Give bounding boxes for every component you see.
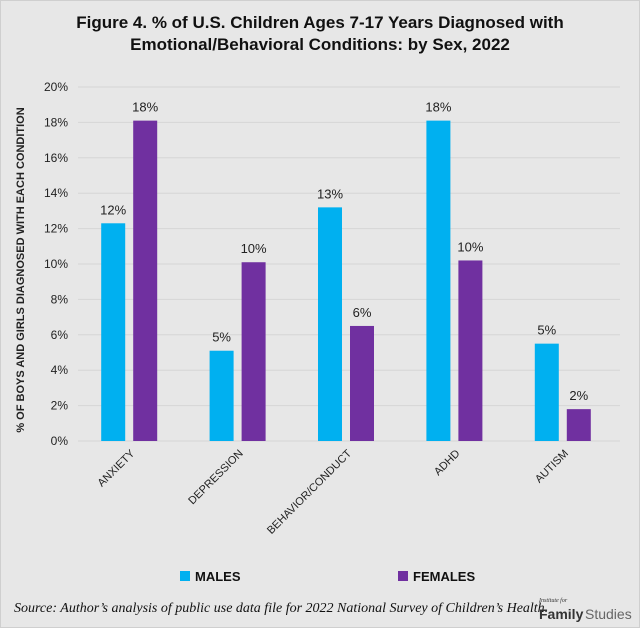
- y-tick-label: 14%: [44, 186, 68, 200]
- data-label: 12%: [100, 202, 126, 217]
- legend-label: FEMALES: [413, 569, 475, 584]
- y-tick-label: 16%: [44, 151, 68, 165]
- x-tick-label: ANXIETY: [96, 447, 138, 489]
- x-tick-label: AUTISM: [533, 448, 571, 486]
- x-tick-label: BEHAVIOR/CONDUCT: [265, 447, 354, 536]
- logo-small-text: Institute for: [539, 598, 568, 604]
- y-tick-label: 4%: [51, 363, 69, 377]
- data-label: 2%: [569, 388, 588, 403]
- legend-swatch: [180, 571, 190, 581]
- y-tick-label: 10%: [44, 257, 68, 271]
- logo-family: Family: [539, 606, 584, 622]
- bar-females: [241, 262, 266, 441]
- bar-males: [209, 350, 234, 441]
- bar-males: [101, 223, 126, 441]
- data-label: 18%: [132, 100, 158, 115]
- y-tick-label: 8%: [51, 292, 69, 306]
- legend-swatch: [398, 571, 408, 581]
- y-tick-label: 18%: [44, 115, 68, 129]
- title-line-2: Emotional/Behavioral Conditions: by Sex,…: [130, 35, 510, 54]
- bar-females: [458, 260, 483, 441]
- data-label: 10%: [457, 239, 483, 254]
- logo-studies: Studies: [585, 606, 632, 622]
- y-axis-label: % OF BOYS AND GIRLS DIAGNOSED WITH EACH …: [15, 107, 27, 432]
- ifs-logo: Institute for Family Studies: [533, 598, 633, 624]
- data-label: 5%: [212, 330, 231, 345]
- x-tick-label: DEPRESSION: [186, 448, 246, 508]
- legend-label: MALES: [195, 569, 241, 584]
- bar-males: [534, 343, 559, 441]
- bar-males: [426, 120, 451, 441]
- bar-females: [350, 325, 374, 441]
- bar-males: [318, 207, 342, 441]
- data-label: 10%: [241, 241, 267, 256]
- y-tick-label: 2%: [51, 399, 69, 413]
- bar-females: [133, 120, 158, 441]
- y-tick-label: 6%: [51, 328, 69, 342]
- data-label: 5%: [537, 323, 556, 338]
- x-tick-label: ADHD: [432, 448, 463, 479]
- y-tick-label: 0%: [51, 434, 69, 448]
- data-label: 18%: [425, 100, 451, 115]
- data-label: 13%: [317, 186, 343, 201]
- chart-title: Figure 4. % of U.S. Children Ages 7-17 Y…: [0, 12, 640, 56]
- y-tick-label: 12%: [44, 222, 68, 236]
- y-tick-label: 20%: [44, 80, 68, 94]
- title-line-1: Figure 4. % of U.S. Children Ages 7-17 Y…: [76, 13, 564, 32]
- data-label: 6%: [353, 305, 372, 320]
- bar-females: [566, 409, 591, 441]
- source-note: Source: Author’s analysis of public use …: [14, 601, 549, 616]
